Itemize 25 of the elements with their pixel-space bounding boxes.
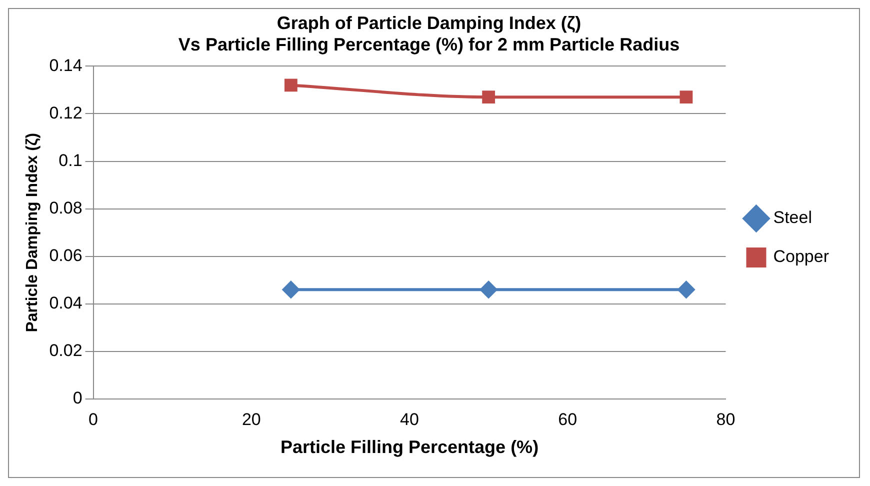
x-tick-label: 40 xyxy=(400,410,419,429)
x-tick-label: 0 xyxy=(88,410,98,429)
y-axis-title: Particle Damping Index (ζ) xyxy=(24,132,42,332)
y-tick-label: 0.14 xyxy=(49,56,82,75)
x-tick-label: 60 xyxy=(558,410,578,429)
y-tick-label: 0.02 xyxy=(49,341,82,360)
x-tick-label: 80 xyxy=(716,410,736,429)
text: Vs Particle Filling Percentage (%) for 2 mm Particle Radius xyxy=(178,34,680,54)
point xyxy=(678,281,695,298)
y-tick-label: 0.06 xyxy=(49,246,82,266)
y-tick-label: 0.04 xyxy=(49,294,82,313)
point xyxy=(282,281,300,298)
point xyxy=(480,281,498,298)
x-tick-label: 20 xyxy=(242,410,261,429)
x-axis-title: Particle Filling Percentage (%) xyxy=(280,437,539,458)
y-tick-label: 0 xyxy=(72,388,82,408)
point xyxy=(680,90,693,104)
y-tick-label: 0.12 xyxy=(49,103,82,122)
point xyxy=(482,90,496,104)
legend-label: Copper xyxy=(773,247,830,266)
y-tick-label: 0.08 xyxy=(49,198,82,218)
text: Graph of Particle Damping Index (ζ) xyxy=(276,12,582,33)
legend-label: Steel xyxy=(773,208,812,228)
y-tick-label: 0.1 xyxy=(58,150,82,170)
point xyxy=(284,78,298,92)
